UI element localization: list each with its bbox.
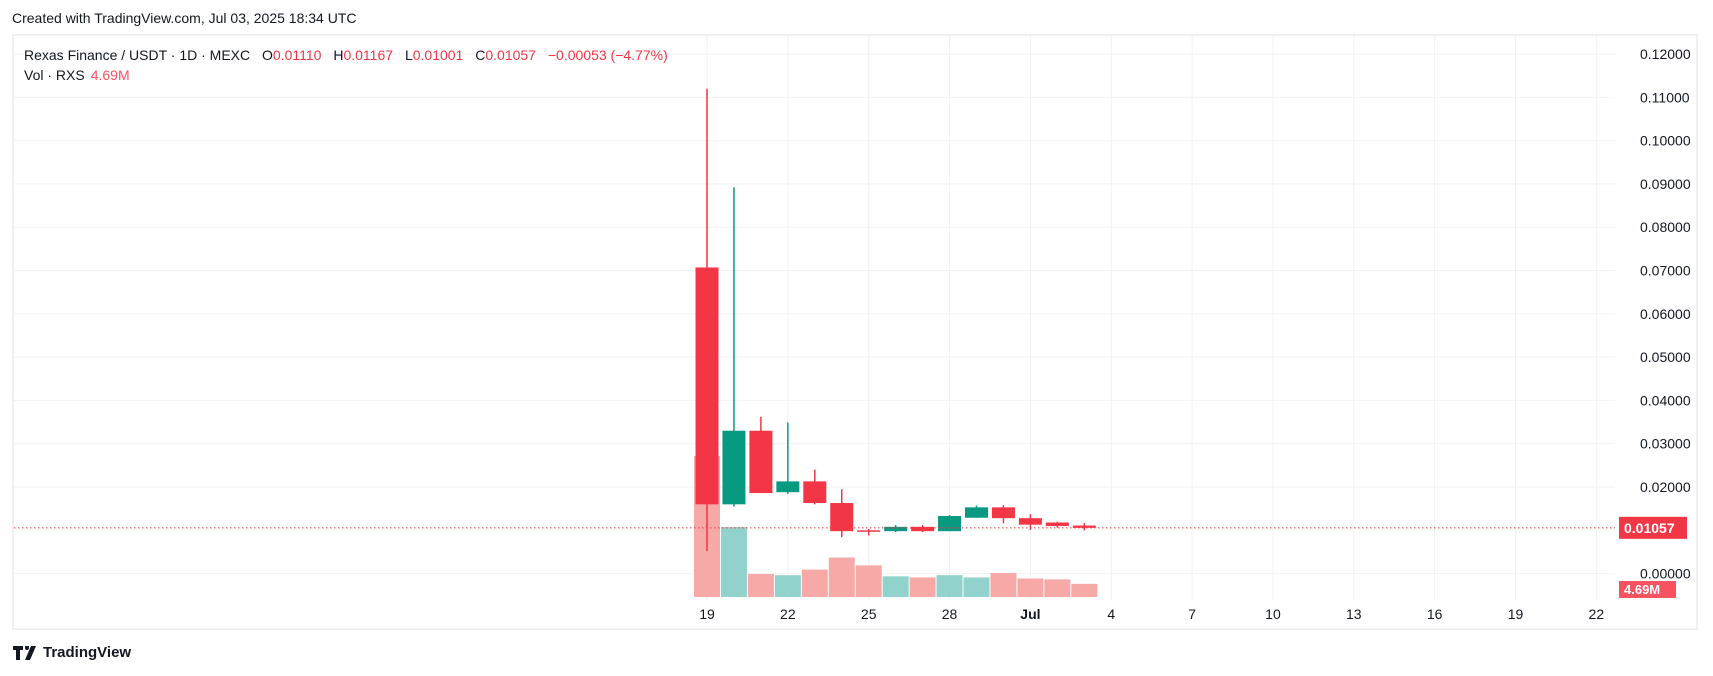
volume-bars [694,456,1098,597]
x-tick-label: Jul [1020,606,1040,622]
volume-bar [963,577,990,597]
x-tick-label: 4 [1107,606,1115,622]
x-tick-label: 28 [942,606,958,622]
candle-body [749,430,773,494]
y-tick-label: 0.12000 [1640,46,1691,62]
y-tick-label: 0.11000 [1640,89,1690,105]
volume-bar [747,574,774,597]
volume-bar [909,577,936,597]
x-tick-label: 7 [1188,606,1196,622]
close-label: C [475,47,486,63]
x-tick-label: 22 [1589,606,1605,622]
y-tick-label: 0.07000 [1640,263,1691,279]
volume-bar [855,565,882,597]
y-tick-label: 0.08000 [1640,219,1691,235]
x-tick-label: 10 [1265,606,1281,622]
volume-bar [774,575,801,597]
candle-body [722,430,746,505]
candle-body [776,481,800,493]
candle-body [965,507,988,518]
y-tick-label: 0.02000 [1640,479,1691,495]
open-value: 0.01110 [272,47,322,63]
volume-bar [1071,583,1098,597]
candle-body [884,526,908,532]
credit-text: Created with TradingView.com, Jul 03, 20… [12,10,357,26]
logo-text: TradingView [43,644,132,661]
candle-body [938,516,962,532]
grid [14,36,1615,600]
candle-body [911,526,935,532]
candle-body [1072,525,1096,528]
time-axis: 19 22 25 28 Jul 4 7 10 13 16 19 22 [699,606,1604,622]
open-label: O [262,47,273,63]
y-tick-label: 0.03000 [1640,436,1691,452]
y-tick-label: 0.10000 [1640,133,1691,149]
x-tick-label: 22 [780,606,796,622]
volume-bar [1017,578,1044,597]
candle-body [803,481,827,504]
last-price-label: 0.01057 [1624,520,1675,536]
tradingview-logo-icon [13,645,36,660]
symbol-title[interactable]: Rexas Finance / USDT · 1D · MEXC [24,47,251,63]
candle-body [857,530,881,532]
low-label: L [404,47,413,63]
x-tick-label: 19 [1508,606,1524,622]
last-volume-label: 4.69M [1624,582,1660,597]
low-value: 0.01001 [412,47,464,63]
volume-bar [1044,579,1071,597]
last-price-badge [1619,516,1687,539]
legend-volume-row: Vol · RXS 4.69M [24,65,668,85]
tradingview-logo[interactable]: TradingView [13,644,131,661]
y-tick-label: 0.04000 [1640,392,1691,408]
volume-bar [828,557,855,597]
legend: Rexas Finance / USDT · 1D · MEXC O0.0111… [24,45,668,85]
last-volume-badge [1619,581,1676,598]
price-markers: 0.01057 4.69M [14,516,1687,598]
volume-label[interactable]: Vol · RXS [24,67,85,83]
volume-bar [801,569,828,597]
high-label: H [333,47,344,63]
volume-bar [990,572,1017,597]
volume-bar [882,576,909,597]
close-value: 0.01057 [485,47,536,63]
candles [695,88,1096,552]
x-tick-label: 13 [1346,606,1362,622]
high-value: 0.01167 [343,47,394,63]
candle-body [1018,518,1042,525]
y-tick-label: 0.09000 [1640,176,1691,192]
volume-bar [720,527,747,597]
legend-price-row: Rexas Finance / USDT · 1D · MEXC O0.0111… [24,45,668,65]
candle-body [830,503,854,532]
candle-body [991,507,1015,519]
x-tick-label: 25 [861,606,877,622]
volume-value: 4.69M [90,67,130,83]
y-tick-label: 0.05000 [1640,349,1691,365]
y-tick-label: 0.06000 [1640,306,1691,322]
change-value: −0.00053 (−4.77%) [547,47,668,63]
candle-body [695,267,719,505]
y-tick-label: 0.00000 [1640,566,1691,582]
chart-frame [12,34,1698,630]
x-tick-label: 19 [699,606,715,622]
price-axis: 0.12000 0.11000 0.10000 0.09000 0.08000 0.070… [1640,46,1691,582]
volume-bar [936,575,963,597]
candle-body [1045,522,1069,526]
x-tick-label: 16 [1427,606,1443,622]
